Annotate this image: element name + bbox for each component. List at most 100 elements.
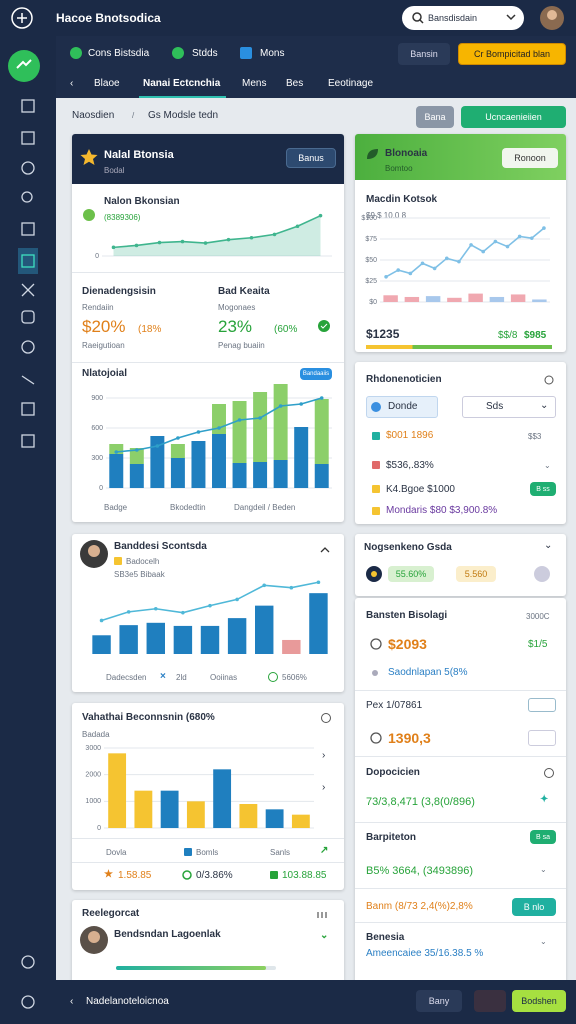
brand (8, 50, 40, 82)
btn[interactable]: Cr Bompicitad blan (458, 43, 566, 65)
point (289, 585, 294, 590)
label: Naosdien (72, 110, 115, 121)
label: Blonoaia (385, 148, 428, 159)
shape (21, 161, 35, 175)
shape: ⌄ (544, 540, 553, 551)
point (295, 224, 300, 229)
label: Nalal Btonsia (104, 149, 174, 161)
bar (160, 790, 179, 828)
btn[interactable] (474, 990, 506, 1012)
btn[interactable]: Bany (416, 990, 462, 1012)
box[interactable] (402, 6, 524, 30)
shape (21, 131, 35, 145)
shape (370, 638, 382, 650)
label: K4.Bgoe $1000 (386, 484, 455, 495)
bar (146, 622, 165, 654)
bar (129, 448, 144, 464)
btn[interactable]: Banus (286, 148, 336, 168)
shape: ⌄ (320, 930, 329, 941)
btn[interactable]: Bana (416, 106, 454, 128)
label: Bansten Bisolagi (366, 610, 448, 621)
shape (21, 99, 35, 113)
btn[interactable]: Ronoon (502, 148, 558, 168)
btn[interactable]: Bodshen (512, 990, 566, 1012)
point (396, 268, 401, 272)
shape (355, 922, 566, 923)
box[interactable] (462, 396, 556, 418)
legend-square (184, 848, 192, 856)
label: Ooiinas (210, 673, 238, 682)
nav-item[interactable]: Eeotinage (328, 78, 374, 89)
shape (320, 323, 328, 329)
sidebar-icons (18, 99, 38, 448)
point (126, 610, 131, 614)
bar (119, 625, 138, 654)
shape: ⌄ (540, 865, 547, 874)
box[interactable] (528, 698, 556, 712)
point (176, 436, 180, 440)
shape (16, 59, 32, 69)
shape (83, 209, 95, 221)
nav-item[interactable]: Mens (242, 78, 267, 89)
bar (253, 462, 268, 488)
label: $985 (524, 330, 547, 341)
point (505, 244, 510, 249)
chevron (506, 14, 516, 21)
shape (371, 571, 377, 577)
label: Banm (8/73 2,4(%)2,8% (366, 901, 473, 912)
tab[interactable]: Cons Bistsdia (88, 48, 150, 59)
point (114, 450, 119, 454)
nav-item[interactable]: Blaoe (94, 78, 120, 89)
point (249, 235, 254, 240)
point (262, 583, 267, 588)
point (208, 603, 212, 608)
box[interactable] (528, 730, 556, 746)
label: 1.58.85 (118, 870, 152, 881)
label: $20% (82, 317, 126, 336)
legend-square (372, 461, 380, 469)
bar (150, 436, 165, 488)
shape (88, 545, 100, 557)
nav-item[interactable]: Nanai Ectcnchia (143, 78, 221, 89)
bar (232, 401, 247, 463)
shape (21, 222, 35, 236)
box[interactable] (366, 396, 438, 418)
btn[interactable]: Ucncaenieiien (461, 106, 566, 128)
bar (425, 296, 441, 302)
line (101, 581, 319, 622)
chart: 0 1000 2000 3000 (85, 745, 314, 832)
shape: × (160, 671, 166, 682)
shape (268, 672, 278, 682)
shape (547, 10, 557, 20)
label: Gs Modsle tedn (148, 110, 219, 121)
point (237, 418, 242, 422)
bar (265, 809, 284, 828)
point (384, 275, 388, 279)
btn[interactable]: B nlo (512, 898, 556, 916)
shape (72, 838, 344, 839)
point (217, 426, 221, 430)
y-tick-label: 900 (91, 395, 103, 402)
label: Dangdeil / Beden (234, 503, 296, 512)
bar (232, 463, 247, 488)
btn[interactable]: Bansin (398, 43, 450, 65)
bar (108, 753, 127, 828)
label: (8389306) (104, 213, 141, 222)
bar (129, 464, 144, 488)
point (181, 610, 185, 615)
shape (182, 870, 192, 880)
area (113, 215, 321, 256)
shape: / (132, 111, 135, 120)
point (432, 266, 437, 271)
bar (213, 769, 232, 828)
tab[interactable]: Mons (260, 48, 285, 59)
shape: ⌄ (544, 461, 551, 470)
nav-item[interactable]: Bes (286, 78, 304, 89)
label: Saodnlapan 5(8% (388, 667, 468, 678)
shape (370, 732, 382, 744)
shape (321, 713, 331, 723)
avatar (80, 926, 108, 954)
tab[interactable]: Stdds (192, 48, 218, 59)
label: Raeigutioan (82, 341, 125, 350)
label: 73/3,8,471 (3,8(0/896) (366, 796, 475, 808)
